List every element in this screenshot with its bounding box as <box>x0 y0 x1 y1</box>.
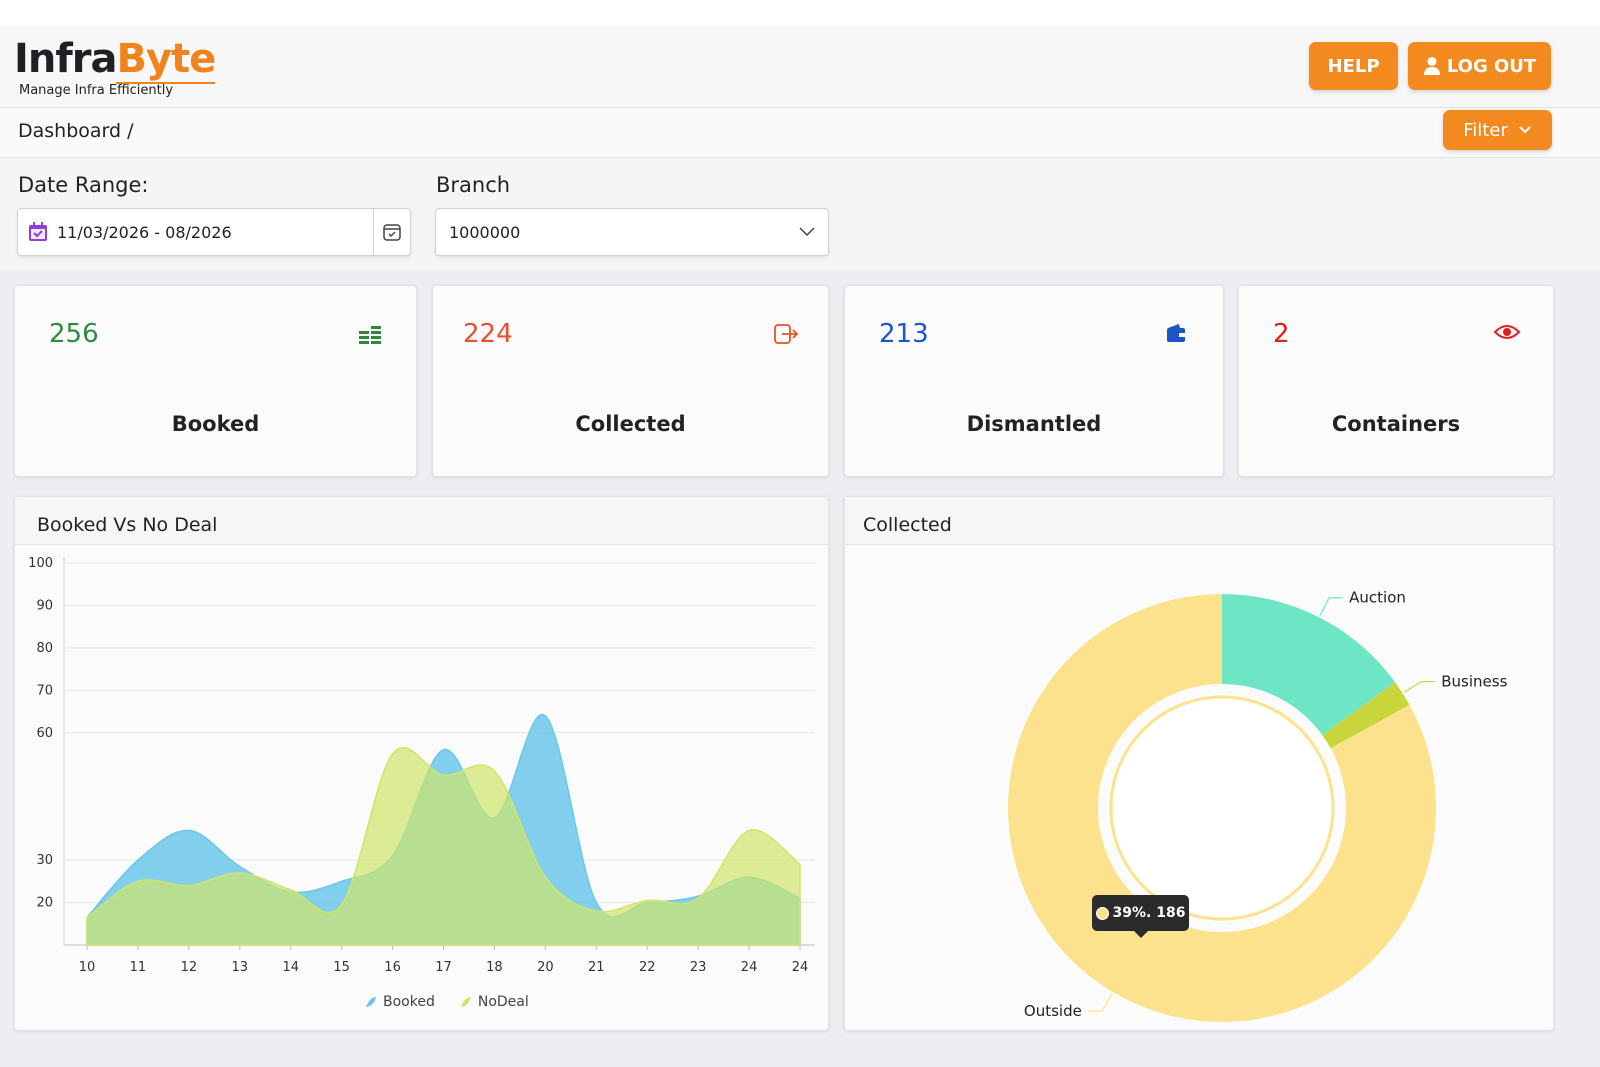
chevron-icon <box>1519 126 1531 134</box>
slice-label: Business <box>1441 673 1507 691</box>
x-tick-label: 14 <box>282 960 299 975</box>
logout-button[interactable]: LOG OUT <box>1408 42 1551 90</box>
branch-select[interactable]: 1000000 <box>435 208 829 256</box>
card-icon <box>1493 325 1521 339</box>
tooltip-arrow <box>1133 930 1149 938</box>
x-tick-label: 18 <box>486 960 503 975</box>
slice-label: Auction <box>1349 589 1406 607</box>
breadcrumb[interactable]: Dashboard / <box>18 120 134 142</box>
logo-text: Infra <box>14 36 117 82</box>
date-input[interactable]: 11/03/2026 - 08/2026 <box>17 208 411 256</box>
leader-line <box>1319 597 1344 616</box>
x-tick-label: 11 <box>130 960 147 975</box>
y-tick-label: 90 <box>36 598 53 613</box>
user-icon <box>1423 57 1440 75</box>
help-button[interactable]: HELP <box>1309 42 1398 90</box>
card-label: Containers <box>1331 412 1461 436</box>
filter-label: Filter <box>1463 119 1508 141</box>
breadcrumb-bar <box>0 108 1600 158</box>
x-tick-label: 16 <box>384 960 401 975</box>
legend-swatch <box>460 997 471 1007</box>
y-tick-label: 70 <box>36 683 53 698</box>
x-tick-label: 21 <box>588 960 605 975</box>
x-tick-label: 23 <box>690 960 707 975</box>
x-tick-label: 22 <box>639 960 656 975</box>
donut-slice <box>1322 682 1410 749</box>
logo[interactable]: InfraByte <box>14 36 216 84</box>
slice-label: Outside <box>1024 1002 1082 1020</box>
area-chart: 20 30 60 70 80 90 100 10 11 12 13 14 15 16 17 18 20 21 22 2… <box>28 556 815 1010</box>
logout-label: LOG OUT <box>1446 55 1537 77</box>
card[interactable]: 224 Collected <box>432 285 829 477</box>
tooltip: 39%. 186 <box>1092 895 1189 931</box>
card-value: 256 <box>49 319 99 349</box>
leader-line <box>1087 993 1113 1012</box>
x-tick-label: 17 <box>435 960 452 975</box>
card-label: Booked <box>171 412 260 436</box>
x-tick-label: 10 <box>79 960 96 975</box>
panel-header: Collected <box>845 497 1553 545</box>
x-tick-label: 13 <box>232 960 249 975</box>
card-value: 224 <box>463 319 513 349</box>
area <box>86 746 801 946</box>
filter-button[interactable]: Filter <box>1443 110 1552 150</box>
card[interactable]: 256 Booked <box>14 285 417 477</box>
donut-slice <box>1222 594 1396 736</box>
card-label: Dismantled <box>966 412 1102 436</box>
chart-title: Booked Vs No Deal <box>37 514 218 536</box>
x-tick-label: 15 <box>333 960 350 975</box>
donut-chart: Auction Business Outside <box>1007 589 1508 1022</box>
tooltip-swatch <box>1095 906 1109 920</box>
card-label: Collected <box>575 412 686 436</box>
x-tick-label: 24 <box>792 960 809 975</box>
donut-inner-ring <box>1109 695 1335 921</box>
legend-label: Booked <box>383 994 435 1010</box>
card-value: 213 <box>879 319 929 349</box>
card-value: 2 <box>1273 319 1290 349</box>
legend-label: NoDeal <box>478 994 529 1010</box>
y-tick-label: 80 <box>36 641 53 656</box>
x-tick-label: 12 <box>181 960 198 975</box>
help-label: HELP <box>1327 55 1380 77</box>
select-chevron <box>799 227 815 237</box>
calendar-button[interactable] <box>373 209 410 255</box>
card-icon <box>774 324 799 344</box>
logo-accent: Byte <box>116 36 216 84</box>
branch-value: 1000000 <box>449 222 521 242</box>
y-tick-label: 60 <box>36 726 53 741</box>
y-tick-label: 100 <box>28 556 53 571</box>
date-value: 11/03/2026 - 08/2026 <box>57 222 232 242</box>
x-tick-label: 20 <box>537 960 554 975</box>
top-strip <box>0 0 1600 25</box>
date-label: Date Range: <box>18 173 149 197</box>
card[interactable]: 213 Dismantled <box>844 285 1224 477</box>
x-tick-label: 24 <box>741 960 758 975</box>
y-tick-label: 20 <box>36 896 53 911</box>
y-tick-label: 30 <box>36 853 53 868</box>
leader-line <box>1404 680 1436 693</box>
legend-swatch <box>366 997 376 1007</box>
panel-header: Booked Vs No Deal <box>15 497 828 545</box>
tooltip-text: 39%. 186 <box>1112 905 1186 921</box>
card[interactable]: 2 Containers <box>1238 285 1554 477</box>
card-icon <box>359 326 381 344</box>
calendar-button-icon <box>383 224 401 241</box>
chart-title: Collected <box>863 514 952 536</box>
tagline: Manage Infra Efficiently <box>19 83 174 98</box>
card-icon <box>1167 324 1185 342</box>
branch-label: Branch <box>436 173 511 197</box>
calendar-icon <box>29 222 47 241</box>
